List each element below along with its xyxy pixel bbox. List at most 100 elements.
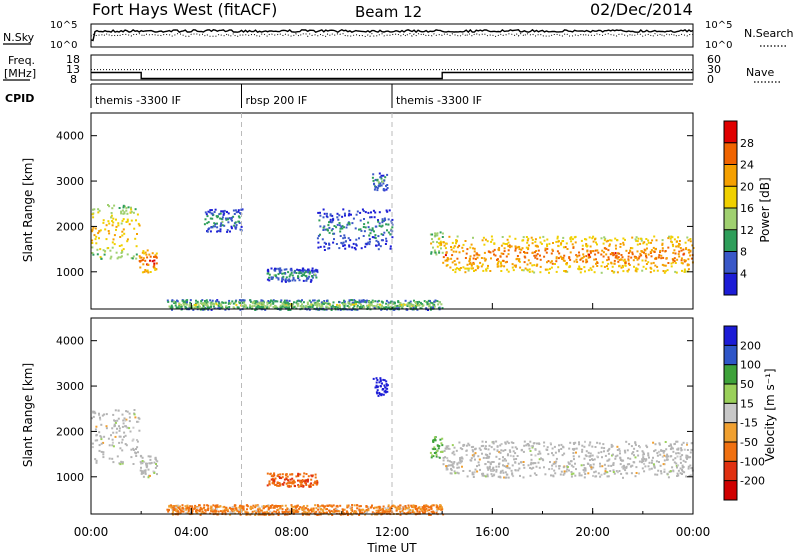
echo-cell	[660, 257, 663, 260]
echo-cell	[531, 242, 534, 245]
echo-cell	[434, 233, 437, 236]
echo-cell	[590, 468, 593, 471]
echo-cell	[280, 280, 283, 283]
echo-cell	[178, 306, 181, 309]
echo-cell	[281, 476, 284, 479]
echo-cell	[411, 509, 414, 512]
echo-cell	[372, 173, 375, 176]
echo-cell	[140, 472, 143, 475]
echo-cell	[523, 444, 526, 447]
echo-cell	[270, 278, 273, 280]
echo-cell	[305, 270, 308, 273]
echo-cell	[663, 264, 666, 267]
echo-cell	[200, 508, 203, 511]
echo-cell	[168, 504, 171, 507]
echo-cell	[355, 244, 358, 247]
echo-cell	[435, 451, 438, 454]
echo-cell	[207, 221, 210, 224]
echo-cell	[193, 507, 196, 510]
echo-cell	[144, 269, 147, 271]
echo-cell	[404, 505, 407, 507]
echo-cell	[439, 244, 442, 247]
echo-cell	[232, 215, 235, 218]
echo-cell	[104, 228, 107, 231]
echo-cell	[622, 467, 625, 470]
echo-cell	[596, 265, 599, 267]
echo-cell	[624, 264, 627, 267]
echo-cell	[91, 417, 93, 420]
echo-cell	[131, 257, 134, 260]
echo-cell	[249, 304, 252, 307]
echo-cell	[368, 238, 371, 241]
echo-cell	[123, 435, 125, 438]
echo-cell	[549, 442, 552, 445]
echo-cell	[566, 466, 569, 468]
echo-cell	[369, 232, 372, 235]
echo-cell	[666, 458, 669, 461]
echo-cell	[614, 237, 617, 240]
echo-cell	[657, 450, 660, 453]
echo-cell	[533, 271, 536, 274]
echo-cell	[674, 252, 677, 255]
echo-cell	[365, 243, 368, 246]
echo-cell	[105, 224, 108, 227]
echo-cell	[296, 505, 299, 508]
echo-cell	[394, 305, 397, 308]
echo-cell	[102, 441, 105, 444]
echo-cell	[206, 504, 209, 507]
echo-cell	[226, 230, 229, 233]
echo-cell	[317, 513, 320, 516]
echo-cell	[189, 299, 192, 302]
echo-cell	[606, 267, 609, 270]
cpid-panel: CPID themis -3300 IF rbsp 200 IF themis -3…	[5, 83, 693, 108]
echo-cell	[384, 386, 387, 389]
echo-cell	[527, 237, 530, 240]
echo-cell	[153, 472, 156, 474]
y-tick-label: 4000	[56, 130, 84, 143]
echo-cell	[230, 507, 233, 510]
echo-cell	[667, 237, 670, 240]
echo-cell	[495, 470, 498, 473]
echo-cell	[414, 508, 417, 511]
echo-cell	[497, 262, 499, 265]
echo-cell	[229, 230, 231, 233]
echo-cell	[114, 435, 117, 438]
echo-cell	[620, 472, 623, 475]
echo-cell	[262, 305, 264, 308]
echo-cell	[467, 442, 470, 445]
echo-cell	[121, 250, 124, 253]
echo-cell	[461, 465, 463, 468]
echo-cell	[314, 476, 317, 479]
echo-cell	[120, 460, 123, 463]
echo-cell	[370, 229, 373, 232]
echo-cell	[450, 461, 453, 464]
echo-cell	[279, 300, 282, 303]
echo-cell	[372, 507, 375, 510]
echo-cell	[314, 512, 317, 514]
echo-cell	[465, 454, 468, 456]
echo-cell	[492, 440, 495, 443]
echo-cell	[134, 237, 137, 240]
echo-cell	[173, 302, 176, 304]
echo-cell	[592, 240, 595, 243]
echo-cell	[360, 508, 363, 511]
echo-cell	[487, 468, 490, 471]
echo-cell	[679, 247, 682, 249]
echo-cell	[440, 442, 443, 445]
echo-cell	[288, 304, 291, 307]
echo-cell	[204, 509, 207, 512]
echo-cell	[672, 251, 675, 254]
echo-cell	[496, 265, 499, 268]
echo-cell	[580, 474, 583, 477]
echo-cell	[589, 441, 592, 444]
echo-cell	[683, 448, 686, 451]
echo-cell	[467, 269, 470, 272]
echo-cell	[613, 259, 616, 262]
echo-cell	[282, 483, 285, 486]
echo-cell	[105, 427, 108, 430]
echo-cell	[237, 215, 240, 218]
echo-cell	[351, 246, 354, 249]
echo-cell	[505, 260, 508, 263]
echo-cell	[298, 279, 301, 282]
echo-cell	[232, 306, 235, 309]
